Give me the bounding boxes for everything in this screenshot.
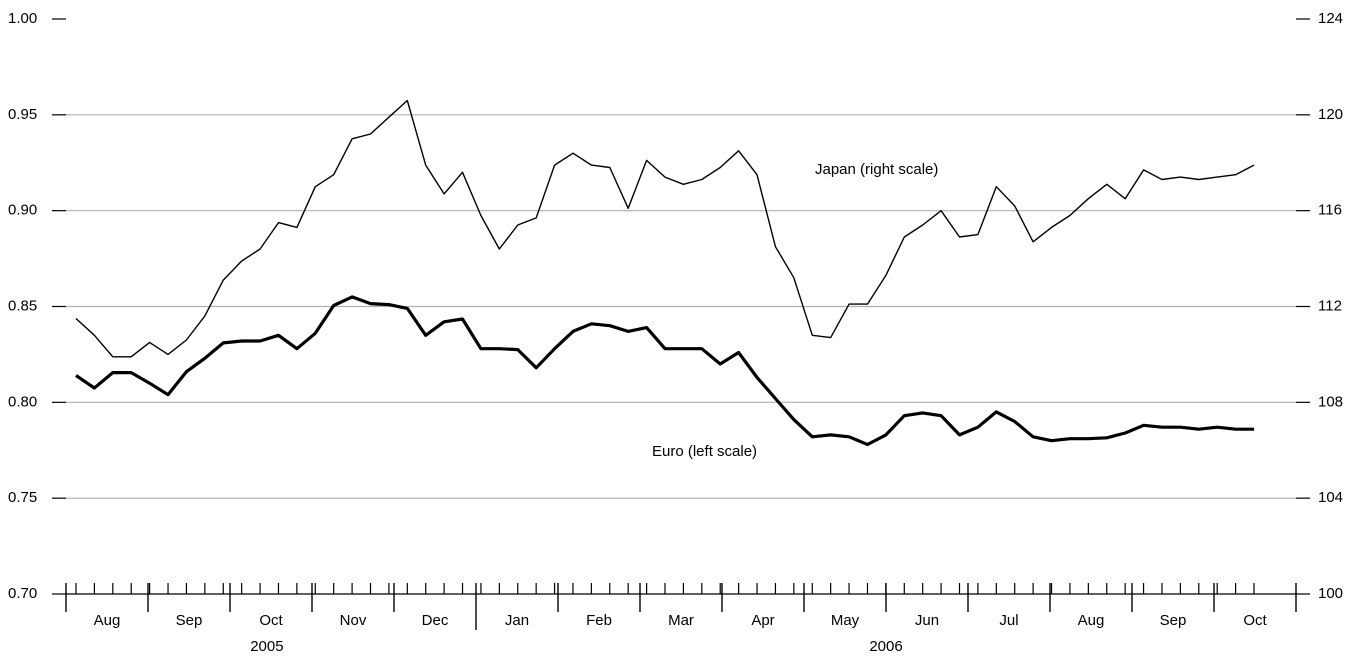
- y-tick-label: 0.70: [8, 585, 37, 602]
- y2-tick-label: 104: [1318, 489, 1343, 506]
- y-tick-label: 0.95: [8, 106, 37, 123]
- x-month-label: Sep: [176, 612, 203, 629]
- series-label: Euro (left scale): [652, 443, 757, 460]
- series-line: [75, 295, 1254, 447]
- y-tick-label: 0.75: [8, 489, 37, 506]
- y2-tick-label: 108: [1318, 393, 1343, 410]
- y2-tick-label: 116: [1318, 202, 1342, 219]
- x-month-label: Oct: [1243, 612, 1267, 629]
- x-month-label: Jan: [505, 612, 529, 629]
- x-year-label: 2005: [250, 638, 283, 655]
- x-year-label: 2006: [869, 638, 902, 655]
- x-month-label: Nov: [340, 612, 367, 629]
- x-month-label: Jul: [999, 612, 1018, 629]
- x-month-label: Dec: [422, 612, 449, 629]
- x-month-label: Apr: [751, 612, 774, 629]
- series-line: [75, 99, 1255, 358]
- y-tick-label: 1.00: [8, 10, 37, 27]
- y2-tick-label: 120: [1318, 106, 1343, 123]
- y2-tick-label: 112: [1318, 297, 1342, 314]
- series-label: Japan (right scale): [815, 161, 938, 178]
- x-month-label: Feb: [586, 612, 612, 629]
- y2-tick-label: 124: [1318, 10, 1343, 27]
- x-month-label: Mar: [668, 612, 694, 629]
- x-month-label: Sep: [1160, 612, 1187, 629]
- y2-tick-label: 100: [1318, 585, 1343, 602]
- y-tick-label: 0.85: [8, 297, 37, 314]
- x-month-label: May: [831, 612, 860, 629]
- y-tick-label: 0.90: [8, 202, 37, 219]
- x-month-label: Aug: [1078, 612, 1105, 629]
- x-month-label: Aug: [94, 612, 121, 629]
- y-tick-label: 0.80: [8, 393, 37, 410]
- x-month-label: Jun: [915, 612, 939, 629]
- x-month-label: Oct: [259, 612, 283, 629]
